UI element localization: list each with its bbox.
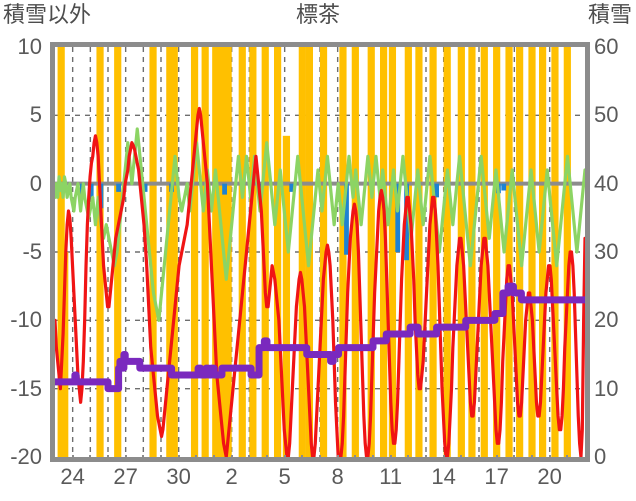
x-axis-tick-label: 14 — [431, 464, 456, 489]
x-axis-tick-label: 2 — [225, 464, 238, 489]
left-axis-title: 積雪以外 — [3, 2, 92, 27]
x-axis-tick — [230, 455, 233, 462]
x-axis-tick — [213, 455, 215, 462]
x-axis-tick — [124, 455, 127, 462]
x-axis-tick — [425, 455, 427, 462]
x-axis-tick — [248, 455, 251, 462]
y-right-tick-label: 20 — [594, 307, 619, 333]
y-right-tick-label: 30 — [594, 239, 619, 264]
x-axis-tick — [177, 455, 180, 462]
y-left-tick-label: -15 — [10, 375, 42, 401]
x-axis-tick — [195, 455, 198, 462]
series-temperature — [55, 106, 585, 457]
y-left-tick-label: -10 — [10, 307, 42, 333]
x-axis-tick — [89, 455, 92, 462]
x-axis-tick — [283, 455, 286, 462]
x-axis-tick — [442, 455, 445, 462]
y-left-tick-label: 10 — [17, 34, 42, 59]
x-axis-tick — [531, 455, 533, 462]
plot-area — [55, 47, 585, 457]
x-axis-tick-label: 27 — [113, 464, 138, 489]
right-axis-title: 積雪 — [587, 2, 632, 27]
x-axis-tick-label: 11 — [379, 464, 403, 489]
x-axis-tick-label: 30 — [166, 464, 191, 489]
x-axis-tick — [160, 455, 162, 462]
y-right-tick-label: 0 — [594, 444, 607, 469]
x-axis-tick — [495, 455, 498, 462]
y-left-tick-label: -20 — [10, 444, 42, 469]
x-axis-tick — [107, 455, 109, 462]
series-humidity — [55, 127, 585, 322]
x-axis-tick — [266, 455, 268, 462]
x-axis-tick-label: 17 — [484, 464, 509, 489]
x-axis-tick — [354, 455, 357, 462]
x-axis-tick-label: 8 — [331, 464, 344, 489]
x-axis-tick — [319, 455, 321, 462]
x-axis-tick-label: 24 — [60, 464, 85, 489]
chart-title: 標茶 — [295, 2, 340, 27]
x-axis-tick — [336, 455, 339, 462]
x-axis-tick — [566, 455, 569, 462]
y-left-tick-label: -5 — [22, 239, 42, 264]
y-right-tick-label: 40 — [594, 170, 619, 196]
x-axis-tick — [478, 455, 480, 462]
x-axis-tick — [389, 455, 392, 462]
y-left-tick-label: 5 — [29, 102, 42, 128]
y-right-tick-label: 10 — [594, 375, 619, 401]
x-axis-tick-label: 5 — [278, 464, 291, 489]
x-axis-tick — [142, 455, 145, 462]
x-axis-tick — [71, 455, 74, 462]
x-axis-tick — [513, 455, 516, 462]
x-axis-tick — [301, 455, 304, 462]
y-right-tick-label: 60 — [594, 34, 619, 59]
x-axis-tick — [548, 455, 551, 462]
x-axis-tick — [460, 455, 463, 462]
series-snow-depth — [55, 282, 585, 393]
x-axis-tick-label: 20 — [537, 464, 562, 489]
plot-svg — [55, 47, 585, 457]
x-axis-tick — [372, 455, 374, 462]
x-axis-tick — [407, 455, 410, 462]
y-left-tick-label: 0 — [29, 170, 42, 196]
y-right-tick-label: 50 — [594, 102, 619, 128]
